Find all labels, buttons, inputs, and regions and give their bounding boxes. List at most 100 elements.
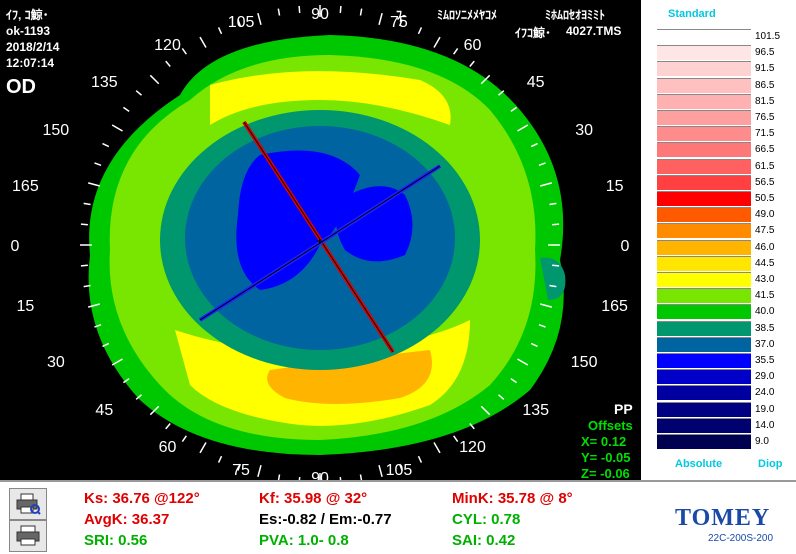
degree-label: 105 <box>386 462 413 479</box>
sri-value: SRI: 0.56 <box>84 532 148 549</box>
scale-value: 9.0 <box>755 436 769 447</box>
degree-tick <box>398 19 403 27</box>
print-preview-button[interactable] <box>9 488 47 520</box>
degree-label: 45 <box>95 402 113 419</box>
degree-tick <box>453 435 459 443</box>
scale-value: 19.0 <box>755 403 775 415</box>
scale-value: 44.5 <box>755 257 775 269</box>
print-preview-icon <box>16 493 41 515</box>
scale-swatch <box>657 207 751 223</box>
absolute-button[interactable]: Absolute <box>675 458 723 470</box>
scale-value: 61.5 <box>755 160 775 172</box>
scale-value: 56.5 <box>755 176 775 188</box>
degree-tick <box>298 5 301 13</box>
scale-value: 49.0 <box>755 209 775 221</box>
scale-value: 35.5 <box>755 355 775 366</box>
offset-z: Z= -0.06 <box>581 466 630 481</box>
scale-swatch <box>657 369 751 385</box>
degree-tick <box>80 264 88 267</box>
mink-value: MinK: 35.78 @ 8° <box>452 490 573 507</box>
diop-button[interactable]: Diop <box>758 458 783 470</box>
scale-swatch <box>657 77 751 93</box>
degree-tick <box>94 323 102 328</box>
es-em-value: Es:-0.82 / Em:-0.77 <box>259 511 392 528</box>
degree-label: 0 <box>621 238 630 255</box>
scale-swatch <box>657 353 751 368</box>
kf-value: Kf: 35.98 @ 32° <box>259 490 368 507</box>
scale-value: 101.5 <box>755 31 781 42</box>
sai-value: SAI: 0.42 <box>452 532 516 549</box>
scale-swatch <box>657 174 751 190</box>
degree-label: 90 <box>311 470 329 480</box>
degree-tick <box>199 36 207 48</box>
degree-tick <box>135 90 142 96</box>
scale-title[interactable]: Standard <box>668 8 716 20</box>
degree-tick <box>87 303 100 308</box>
degree-tick <box>517 124 529 132</box>
scale-value: 71.5 <box>755 128 775 140</box>
scale-swatch <box>657 401 751 417</box>
scale-value: 24.0 <box>755 387 775 399</box>
degree-tick <box>480 74 491 85</box>
header-top-right1: ﾐﾑﾛｿﾆﾒﾒﾔｺﾒ <box>437 8 498 22</box>
degree-tick <box>510 378 518 384</box>
degree-tick <box>277 8 281 16</box>
scale-swatch <box>657 142 751 158</box>
degree-label: 105 <box>228 14 255 31</box>
patient-id: ok-1193 <box>6 24 51 38</box>
degree-tick <box>111 358 123 366</box>
corneal-map-svg: + 0 15 30 45 60 75 90 105 120 135 150 165 0 15 30 45 60 7… <box>11 5 630 487</box>
degree-tick <box>111 124 123 132</box>
scale-swatch <box>657 336 751 352</box>
degree-tick <box>87 182 100 187</box>
degree-tick <box>378 12 383 25</box>
topography-map: + 0 15 30 45 60 75 90 105 120 135 150 165 0 15 30 45 60 7… <box>6 5 633 487</box>
degree-tick <box>480 405 491 416</box>
scale-value: 29.0 <box>755 371 775 383</box>
scale-swatch <box>657 288 751 304</box>
scale-swatch <box>657 126 751 142</box>
degree-tick <box>378 465 383 478</box>
model-number: 22C-200S-200 <box>708 533 774 544</box>
tomey-logo: TOMEY <box>675 505 771 531</box>
scale-swatch <box>657 304 751 320</box>
degree-label: 75 <box>390 14 408 31</box>
degree-label: 165 <box>601 298 628 315</box>
degree-tick <box>552 223 560 226</box>
degree-tick <box>510 106 518 112</box>
scale-value: 81.5 <box>755 95 775 107</box>
color-scale-panel: Standard 101.5 96.5 91.5 86.5 81.5 76.5 71.5 66… <box>641 0 796 480</box>
degree-tick <box>540 303 553 308</box>
avgk-value: AvgK: 36.37 <box>84 511 170 528</box>
degree-tick <box>549 284 557 288</box>
degree-tick <box>181 47 187 55</box>
degree-tick <box>417 455 423 463</box>
ks-value: Ks: 36.76 @122° <box>84 490 200 507</box>
degree-tick <box>102 342 110 348</box>
degree-label: 30 <box>575 122 593 139</box>
degree-tick <box>433 36 441 48</box>
degree-tick <box>80 223 88 226</box>
degree-tick <box>398 463 403 471</box>
degree-tick <box>538 162 546 167</box>
degree-tick <box>217 27 223 35</box>
degree-label: 30 <box>47 354 65 371</box>
degree-tick <box>453 47 459 55</box>
degree-tick <box>237 463 242 471</box>
header-top-right2: ﾐﾎﾑﾛｾｵﾖﾐﾐﾄ <box>545 8 606 22</box>
print-button[interactable] <box>9 520 47 552</box>
offset-x: X= 0.12 <box>581 434 627 449</box>
degree-tick <box>552 264 560 267</box>
degree-label: 165 <box>12 178 39 195</box>
degree-tick <box>102 142 110 148</box>
degree-tick <box>237 19 242 27</box>
degree-tick <box>257 465 262 478</box>
degree-label: 120 <box>459 439 486 456</box>
scale-swatch <box>657 255 751 271</box>
header-line1: ｲﾌ, ｺ鯨･ <box>6 8 49 22</box>
footer-panel: Ks: 36.76 @122° Kf: 35.98 @ 32° MinK: 35… <box>0 480 796 554</box>
degree-tick <box>83 284 91 288</box>
scale-swatch <box>657 158 751 174</box>
degree-tick <box>540 182 553 187</box>
degree-label: 60 <box>159 439 177 456</box>
